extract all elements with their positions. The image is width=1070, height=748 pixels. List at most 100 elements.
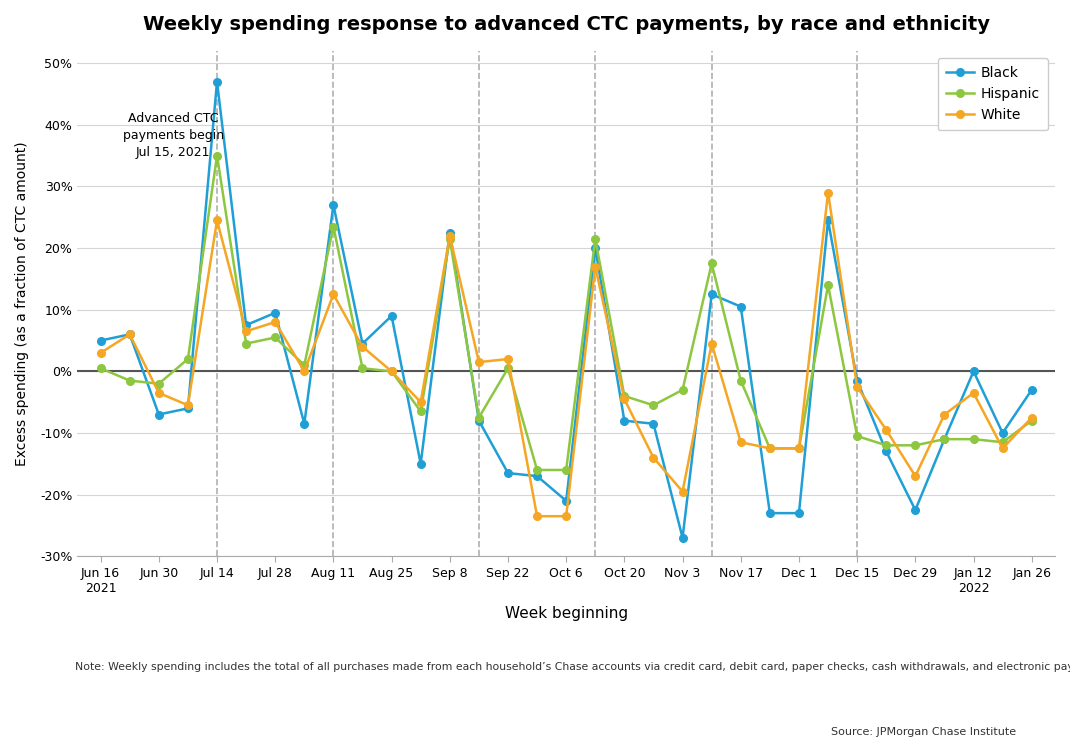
Black bbox=[502, 468, 515, 477]
Hispanic bbox=[793, 444, 806, 453]
White bbox=[996, 444, 1009, 453]
Hispanic bbox=[385, 367, 398, 375]
Hispanic bbox=[443, 234, 456, 243]
White bbox=[560, 512, 572, 521]
Black bbox=[705, 289, 718, 298]
Hispanic bbox=[588, 234, 601, 243]
White bbox=[502, 355, 515, 364]
Black bbox=[996, 429, 1009, 438]
Hispanic bbox=[618, 391, 631, 400]
Hispanic bbox=[211, 151, 224, 160]
X-axis label: Week beginning: Week beginning bbox=[505, 606, 628, 621]
Black bbox=[851, 376, 863, 385]
Line: White: White bbox=[96, 188, 1036, 520]
White bbox=[531, 512, 544, 521]
White bbox=[152, 388, 165, 397]
Hispanic bbox=[851, 432, 863, 441]
White bbox=[938, 410, 951, 419]
Black bbox=[908, 506, 921, 515]
White bbox=[297, 367, 310, 375]
Black bbox=[588, 244, 601, 253]
Hispanic bbox=[531, 465, 544, 474]
Y-axis label: Excess spending (as a fraction of CTC amount): Excess spending (as a fraction of CTC am… bbox=[15, 141, 29, 466]
Black bbox=[473, 416, 486, 425]
Black bbox=[240, 321, 253, 330]
Hispanic bbox=[152, 379, 165, 388]
White bbox=[822, 188, 835, 197]
Black bbox=[560, 497, 572, 506]
White bbox=[356, 343, 369, 352]
Black bbox=[327, 200, 340, 209]
Black bbox=[822, 216, 835, 225]
Black bbox=[647, 420, 660, 429]
Black bbox=[676, 533, 689, 542]
Black bbox=[763, 509, 776, 518]
White bbox=[588, 262, 601, 271]
White bbox=[763, 444, 776, 453]
White bbox=[967, 388, 980, 397]
Text: Note: Weekly spending includes the total of all purchases made from each househo: Note: Weekly spending includes the total… bbox=[75, 662, 1070, 672]
Black bbox=[793, 509, 806, 518]
Hispanic bbox=[123, 376, 136, 385]
Hispanic bbox=[996, 438, 1009, 447]
White bbox=[385, 367, 398, 375]
White bbox=[443, 231, 456, 240]
White bbox=[211, 216, 224, 225]
Black bbox=[880, 447, 892, 456]
White bbox=[240, 327, 253, 336]
Hispanic bbox=[734, 376, 747, 385]
White bbox=[1025, 413, 1038, 422]
Hispanic bbox=[414, 407, 427, 416]
Black bbox=[94, 336, 107, 345]
White bbox=[473, 358, 486, 367]
Hispanic bbox=[182, 355, 195, 364]
Black bbox=[531, 472, 544, 481]
White bbox=[327, 289, 340, 298]
Black bbox=[152, 410, 165, 419]
White bbox=[705, 339, 718, 348]
White bbox=[647, 453, 660, 462]
White bbox=[269, 318, 281, 327]
White bbox=[414, 398, 427, 407]
Black bbox=[1025, 385, 1038, 394]
Hispanic bbox=[356, 364, 369, 373]
White bbox=[123, 330, 136, 339]
White bbox=[734, 438, 747, 447]
Hispanic bbox=[502, 364, 515, 373]
Hispanic bbox=[240, 339, 253, 348]
White bbox=[908, 472, 921, 481]
Black bbox=[443, 228, 456, 237]
Hispanic bbox=[908, 441, 921, 450]
Hispanic bbox=[473, 413, 486, 422]
Black bbox=[297, 420, 310, 429]
Title: Weekly spending response to advanced CTC payments, by race and ethnicity: Weekly spending response to advanced CTC… bbox=[142, 15, 990, 34]
Line: Hispanic: Hispanic bbox=[96, 152, 1036, 473]
Black bbox=[414, 459, 427, 468]
Text: Advanced CTC
payments begin
Jul 15, 2021: Advanced CTC payments begin Jul 15, 2021 bbox=[123, 112, 224, 159]
Hispanic bbox=[822, 280, 835, 289]
Hispanic bbox=[938, 435, 951, 444]
Line: Black: Black bbox=[96, 78, 1036, 542]
Black bbox=[938, 435, 951, 444]
Hispanic bbox=[763, 444, 776, 453]
Black bbox=[182, 404, 195, 413]
Hispanic bbox=[1025, 416, 1038, 425]
Hispanic bbox=[880, 441, 892, 450]
White bbox=[851, 382, 863, 391]
Black bbox=[618, 416, 631, 425]
White bbox=[676, 487, 689, 496]
Black bbox=[123, 330, 136, 339]
White bbox=[880, 426, 892, 435]
White bbox=[182, 401, 195, 410]
Black bbox=[385, 311, 398, 320]
Hispanic bbox=[297, 361, 310, 370]
Hispanic bbox=[676, 385, 689, 394]
White bbox=[618, 395, 631, 404]
Hispanic bbox=[705, 259, 718, 268]
White bbox=[94, 349, 107, 358]
Black bbox=[211, 77, 224, 86]
Black bbox=[356, 339, 369, 348]
White bbox=[793, 444, 806, 453]
Hispanic bbox=[647, 401, 660, 410]
Hispanic bbox=[327, 222, 340, 231]
